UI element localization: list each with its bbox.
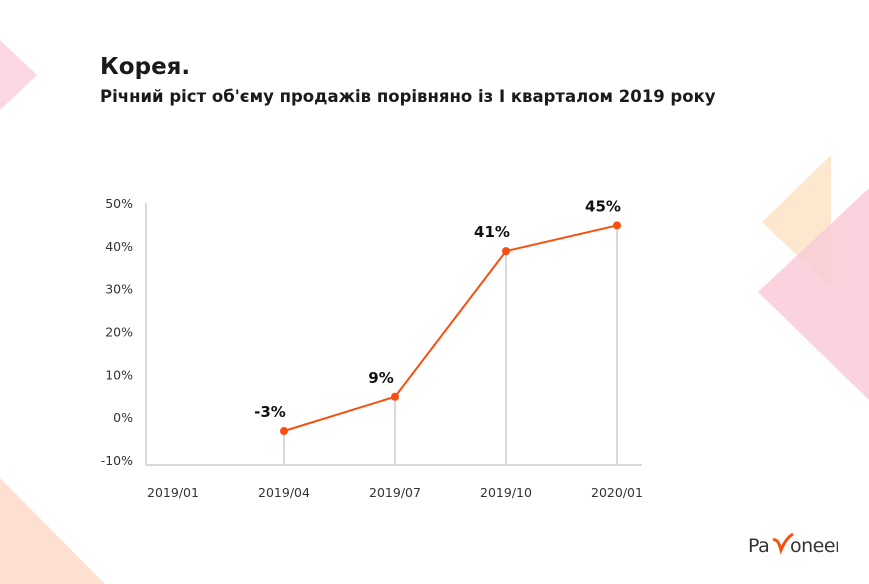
y-tick-label: -10%	[101, 453, 133, 468]
y-tick-label: 40%	[105, 239, 133, 254]
payoneer-logo-mark: Pa oneer	[748, 532, 844, 557]
pink-triangle-right	[758, 188, 869, 400]
x-tick-label: 2019/01	[147, 485, 199, 500]
y-tick-label: 10%	[105, 367, 133, 382]
data-label: -3%	[254, 403, 286, 421]
chart-title: Корея.	[100, 54, 191, 80]
y-tick-label: 0%	[113, 410, 133, 425]
series-line	[283, 224, 618, 432]
data-label: 41%	[474, 223, 510, 241]
data-point	[502, 247, 510, 256]
peach-triangle-bottom-left	[0, 478, 105, 584]
pink-triangle-top-left	[0, 40, 37, 110]
svg-text:Pa: Pa	[748, 535, 769, 557]
x-tick-label: 2019/10	[480, 485, 532, 500]
chart-subtitle: Річний ріст об'єму продажів порівняно із…	[100, 87, 716, 106]
data-point	[391, 392, 399, 401]
svg-text:oneer: oneer	[790, 535, 838, 557]
x-tick-label: 2019/04	[258, 485, 310, 500]
data-point	[613, 221, 621, 230]
payoneer-logo: Pa oneer	[748, 532, 844, 563]
data-label: 9%	[368, 369, 393, 387]
x-tick-label: 2020/01	[591, 485, 643, 500]
data-label: 45%	[585, 197, 621, 215]
y-tick-label: 50%	[105, 196, 133, 211]
data-point	[280, 427, 288, 436]
y-tick-label: 30%	[105, 282, 133, 297]
y-tick-label: 20%	[105, 325, 133, 340]
x-tick-label: 2019/07	[369, 485, 421, 500]
